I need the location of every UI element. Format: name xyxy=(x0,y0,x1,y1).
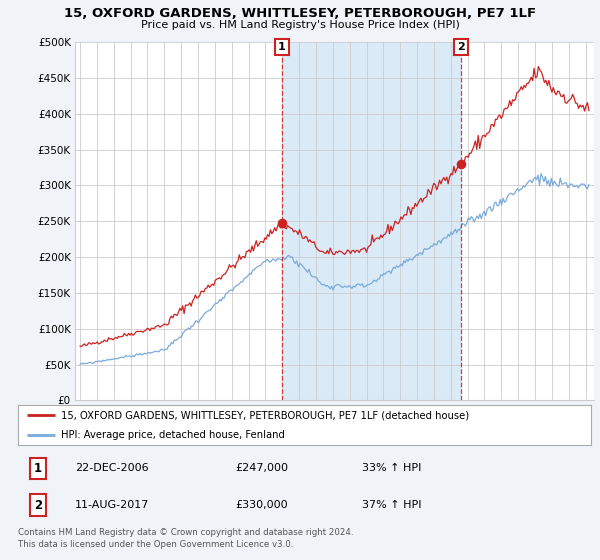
Text: 33% ↑ HPI: 33% ↑ HPI xyxy=(362,463,421,473)
Text: Contains HM Land Registry data © Crown copyright and database right 2024.
This d: Contains HM Land Registry data © Crown c… xyxy=(18,528,353,549)
Text: 11-AUG-2017: 11-AUG-2017 xyxy=(76,500,149,510)
Text: 2: 2 xyxy=(457,42,465,52)
Text: 37% ↑ HPI: 37% ↑ HPI xyxy=(362,500,421,510)
Text: HPI: Average price, detached house, Fenland: HPI: Average price, detached house, Fenl… xyxy=(61,430,285,440)
Point xyxy=(456,160,466,169)
Text: 15, OXFORD GARDENS, WHITTLESEY, PETERBOROUGH, PE7 1LF (detached house): 15, OXFORD GARDENS, WHITTLESEY, PETERBOR… xyxy=(61,410,469,421)
Point xyxy=(277,219,287,228)
Text: 1: 1 xyxy=(278,42,286,52)
Text: 22-DEC-2006: 22-DEC-2006 xyxy=(76,463,149,473)
Text: 2: 2 xyxy=(34,498,42,512)
Text: £330,000: £330,000 xyxy=(236,500,289,510)
Bar xyxy=(282,42,461,400)
Text: 15, OXFORD GARDENS, WHITTLESEY, PETERBOROUGH, PE7 1LF: 15, OXFORD GARDENS, WHITTLESEY, PETERBOR… xyxy=(64,7,536,20)
Text: 1: 1 xyxy=(34,461,42,475)
Text: Price paid vs. HM Land Registry's House Price Index (HPI): Price paid vs. HM Land Registry's House … xyxy=(140,20,460,30)
Text: £247,000: £247,000 xyxy=(236,463,289,473)
